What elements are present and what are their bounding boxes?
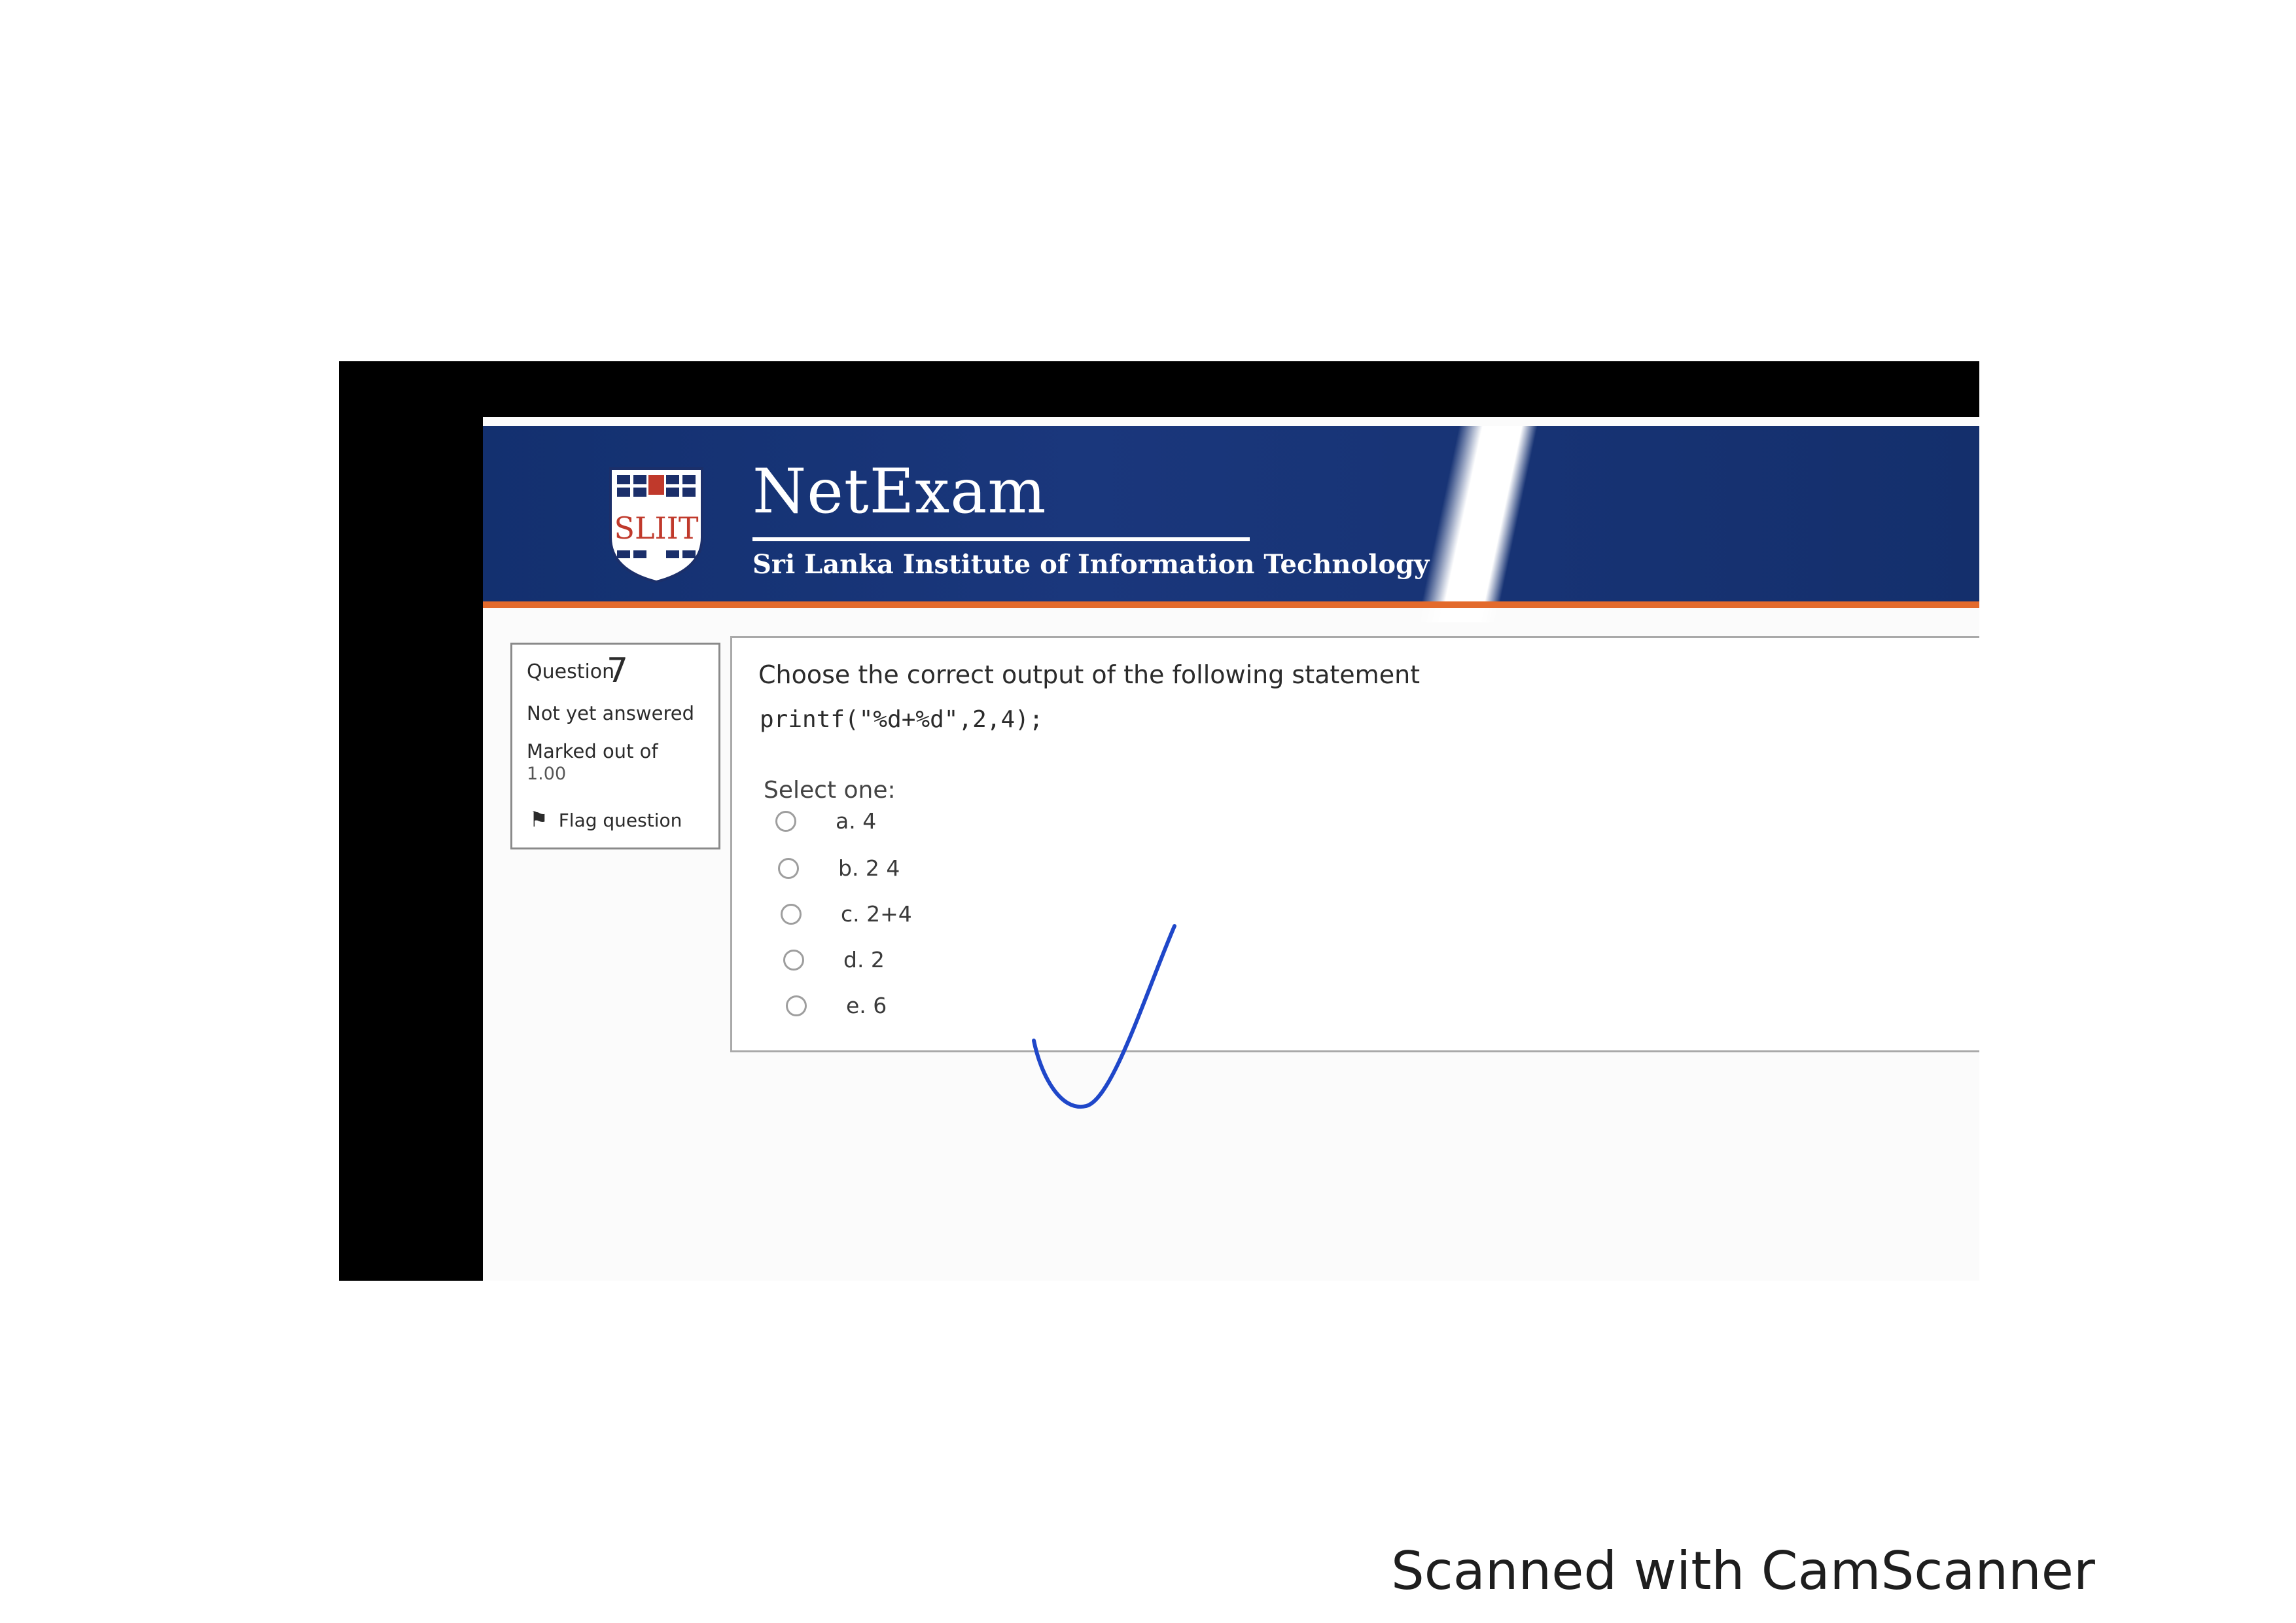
institute-name: Sri Lanka Institute of Information Techn…: [752, 549, 1430, 580]
photo-frame: SLIIT NetExam Sri Lanka Institute of Inf…: [339, 361, 1979, 1281]
flag-question-link[interactable]: ⚑ Flag question: [529, 807, 682, 832]
radio-d[interactable]: [783, 949, 804, 971]
site-header: SLIIT NetExam Sri Lanka Institute of Inf…: [483, 426, 1979, 622]
option-label-d: d. 2: [843, 947, 885, 972]
select-one-label: Select one:: [764, 777, 896, 804]
answer-option-d[interactable]: d. 2: [783, 947, 885, 972]
handwritten-checkmark: [1032, 924, 1176, 1109]
answer-option-c[interactable]: c. 2+4: [781, 901, 912, 927]
title-underline: [752, 537, 1250, 541]
logo-text: SLIIT: [614, 510, 698, 546]
grade-label: Marked out of: [527, 740, 658, 762]
question-prompt: Choose the correct output of the followi…: [758, 660, 1421, 689]
exam-screen: SLIIT NetExam Sri Lanka Institute of Inf…: [483, 417, 1979, 1281]
sliit-logo: SLIIT: [609, 467, 703, 583]
flag-label: Flag question: [558, 810, 682, 831]
question-info-panel: Question 7 Not yet answered Marked out o…: [510, 643, 720, 849]
question-panel: Choose the correct output of the followi…: [730, 636, 1979, 1052]
answer-option-a[interactable]: a. 4: [775, 808, 876, 834]
option-label-e: e. 6: [846, 993, 887, 1018]
flag-icon: ⚑: [529, 807, 548, 832]
app-title: NetExam: [752, 456, 1047, 527]
answer-option-b[interactable]: b. 2 4: [778, 855, 900, 881]
radio-e[interactable]: [786, 995, 807, 1016]
radio-b[interactable]: [778, 857, 799, 879]
header-accent-bar: [483, 601, 1979, 608]
option-label-b: b. 2 4: [838, 855, 900, 881]
radio-c[interactable]: [781, 903, 802, 925]
option-label-c: c. 2+4: [841, 901, 912, 927]
question-code: printf("%d+%d",2,4);: [760, 706, 1044, 733]
question-label: Question: [527, 660, 615, 683]
answer-option-e[interactable]: e. 6: [786, 993, 887, 1018]
scanner-watermark: Scanned with CamScanner: [1391, 1541, 2095, 1601]
photo-glare: [1417, 426, 1538, 622]
question-state: Not yet answered: [527, 702, 694, 724]
grade-value: 1.00: [527, 764, 567, 784]
radio-a[interactable]: [775, 810, 796, 832]
option-label-a: a. 4: [836, 808, 877, 834]
question-number: 7: [607, 651, 629, 690]
